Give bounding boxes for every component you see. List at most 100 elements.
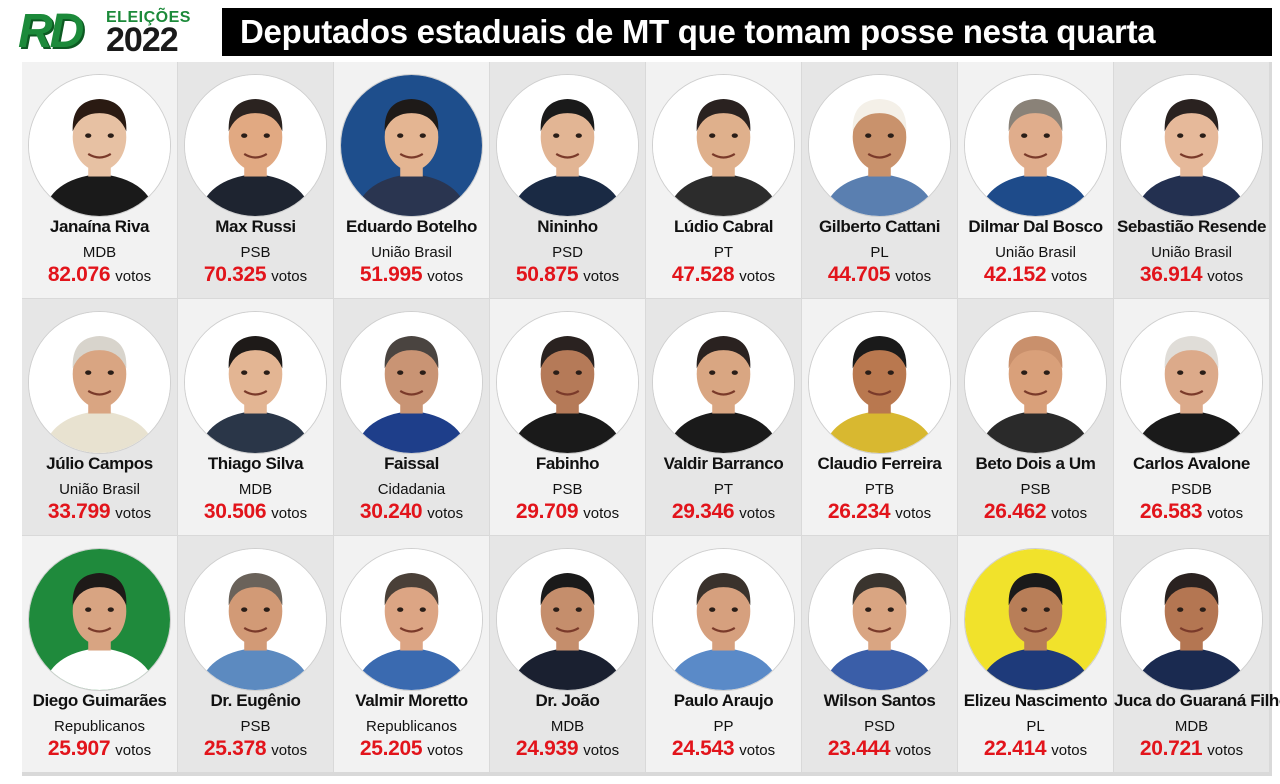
deputy-portrait (1120, 548, 1263, 691)
deputy-party: Cidadania (377, 481, 446, 498)
deputy-votes: 70.325 votos (178, 263, 333, 287)
votes-count: 30.240 (359, 500, 423, 523)
votes-count: 82.076 (47, 263, 111, 286)
deputy-name: Valdir Barranco (663, 454, 784, 473)
votes-label: votos (1207, 742, 1244, 759)
deputy-card: Carlos Avalone PSDB 26.583 votos (1114, 299, 1269, 535)
votes-label: votos (115, 742, 152, 759)
deputy-party: PSB (240, 718, 271, 735)
deputy-votes: 25.907 votos (22, 737, 177, 761)
deputy-name: Valmir Moretto (355, 691, 468, 710)
votes-count: 51.995 (359, 263, 423, 286)
deputy-card: Dr. João MDB 24.939 votos (490, 536, 645, 772)
votes-label: votos (1051, 268, 1088, 285)
deputy-card: Gilberto Cattani PL 44.705 votos (802, 62, 957, 298)
deputy-name: Carlos Avalone (1133, 454, 1250, 473)
deputy-name: Nininho (537, 217, 598, 236)
deputy-party: Republicanos (366, 718, 457, 735)
deputy-party: Republicanos (54, 718, 145, 735)
deputy-votes: 29.346 votos (646, 500, 801, 524)
deputy-portrait (652, 311, 795, 454)
deputy-party: PL (870, 244, 889, 261)
deputy-name: Fabinho (535, 454, 600, 473)
deputy-votes: 26.234 votos (802, 500, 957, 524)
votes-count: 23.444 (827, 737, 891, 760)
deputy-votes: 20.721 votos (1114, 737, 1269, 761)
deputy-name: Claudio Ferreira (817, 454, 942, 473)
deputy-name: Paulo Araujo (673, 691, 774, 710)
deputy-portrait (652, 74, 795, 217)
logo-year: 2022 (106, 21, 179, 59)
votes-count: 25.907 (47, 737, 111, 760)
page-title: Deputados estaduais de MT que tomam poss… (222, 8, 1272, 56)
votes-label: votos (271, 505, 308, 522)
deputy-portrait (652, 548, 795, 691)
deputy-name: Juca do Guaraná Filho (1114, 691, 1280, 710)
deputy-party: PSD (552, 244, 583, 261)
votes-count: 20.721 (1139, 737, 1203, 760)
deputy-party: União Brasil (371, 244, 452, 261)
votes-count: 30.506 (203, 500, 267, 523)
votes-count: 44.705 (827, 263, 891, 286)
deputy-votes: 30.506 votos (178, 500, 333, 524)
votes-count: 25.205 (359, 737, 423, 760)
votes-count: 29.346 (671, 500, 735, 523)
deputy-party: PT (713, 481, 734, 498)
deputy-party: PT (713, 244, 734, 261)
logo-brand: RD (18, 5, 84, 58)
deputy-card: Valdir Barranco PT 29.346 votos (646, 299, 801, 535)
votes-count: 42.152 (983, 263, 1047, 286)
deputy-name: Faissal (384, 454, 439, 473)
votes-count: 26.462 (983, 500, 1047, 523)
votes-count: 70.325 (203, 263, 267, 286)
deputy-card: Elizeu Nascimento PL 22.414 votos (958, 536, 1113, 772)
deputy-portrait (964, 548, 1107, 691)
votes-count: 22.414 (983, 737, 1047, 760)
votes-label: votos (271, 742, 308, 759)
deputy-portrait (184, 311, 327, 454)
deputy-card: Nininho PSD 50.875 votos (490, 62, 645, 298)
deputy-portrait (340, 548, 483, 691)
deputy-party: PTB (864, 481, 895, 498)
deputy-name: Thiago Silva (207, 454, 304, 473)
votes-label: votos (895, 268, 932, 285)
deputy-portrait (808, 548, 951, 691)
deputy-party: PSB (552, 481, 583, 498)
deputy-portrait (1120, 311, 1263, 454)
deputies-grid: Janaína Riva MDB 82.076 votos Max Russi PSB 70… (22, 62, 1280, 776)
deputy-name: Dr. João (535, 691, 600, 710)
deputy-card: Juca do Guaraná Filho MDB 20.721 votos (1114, 536, 1280, 772)
deputy-card: Beto Dois a Um PSB 26.462 votos (958, 299, 1113, 535)
deputy-portrait (496, 548, 639, 691)
deputy-portrait (184, 74, 327, 217)
deputy-portrait (496, 311, 639, 454)
deputy-portrait (496, 74, 639, 217)
deputy-votes: 22.414 votos (958, 737, 1113, 761)
deputy-name: Janaína Riva (49, 217, 150, 236)
rd-logo: RD ELEIÇÕES 2022 (14, 6, 214, 58)
deputy-party: União Brasil (995, 244, 1076, 261)
deputy-portrait (964, 74, 1107, 217)
deputy-name: Gilberto Cattani (818, 217, 941, 236)
deputy-card: Janaína Riva MDB 82.076 votos (22, 62, 177, 298)
deputy-name: Diego Guimarães (32, 691, 167, 710)
votes-count: 29.709 (515, 500, 579, 523)
votes-count: 24.939 (515, 737, 579, 760)
deputy-name: Júlio Campos (46, 454, 153, 473)
deputy-card: Claudio Ferreira PTB 26.234 votos (802, 299, 957, 535)
deputy-portrait (28, 74, 171, 217)
deputy-portrait (808, 74, 951, 217)
deputy-votes: 25.205 votos (334, 737, 489, 761)
deputy-votes: 42.152 votos (958, 263, 1113, 287)
deputy-votes: 25.378 votos (178, 737, 333, 761)
deputy-card: Dilmar Dal Bosco União Brasil 42.152 votos (958, 62, 1113, 298)
deputy-votes: 24.939 votos (490, 737, 645, 761)
deputy-party: União Brasil (59, 481, 140, 498)
deputy-card: Max Russi PSB 70.325 votos (178, 62, 333, 298)
votes-count: 25.378 (203, 737, 267, 760)
deputy-party: PSDB (1171, 481, 1212, 498)
deputy-portrait (964, 311, 1107, 454)
votes-count: 24.543 (671, 737, 735, 760)
deputy-card: Wilson Santos PSD 23.444 votos (802, 536, 957, 772)
votes-count: 26.583 (1139, 500, 1203, 523)
